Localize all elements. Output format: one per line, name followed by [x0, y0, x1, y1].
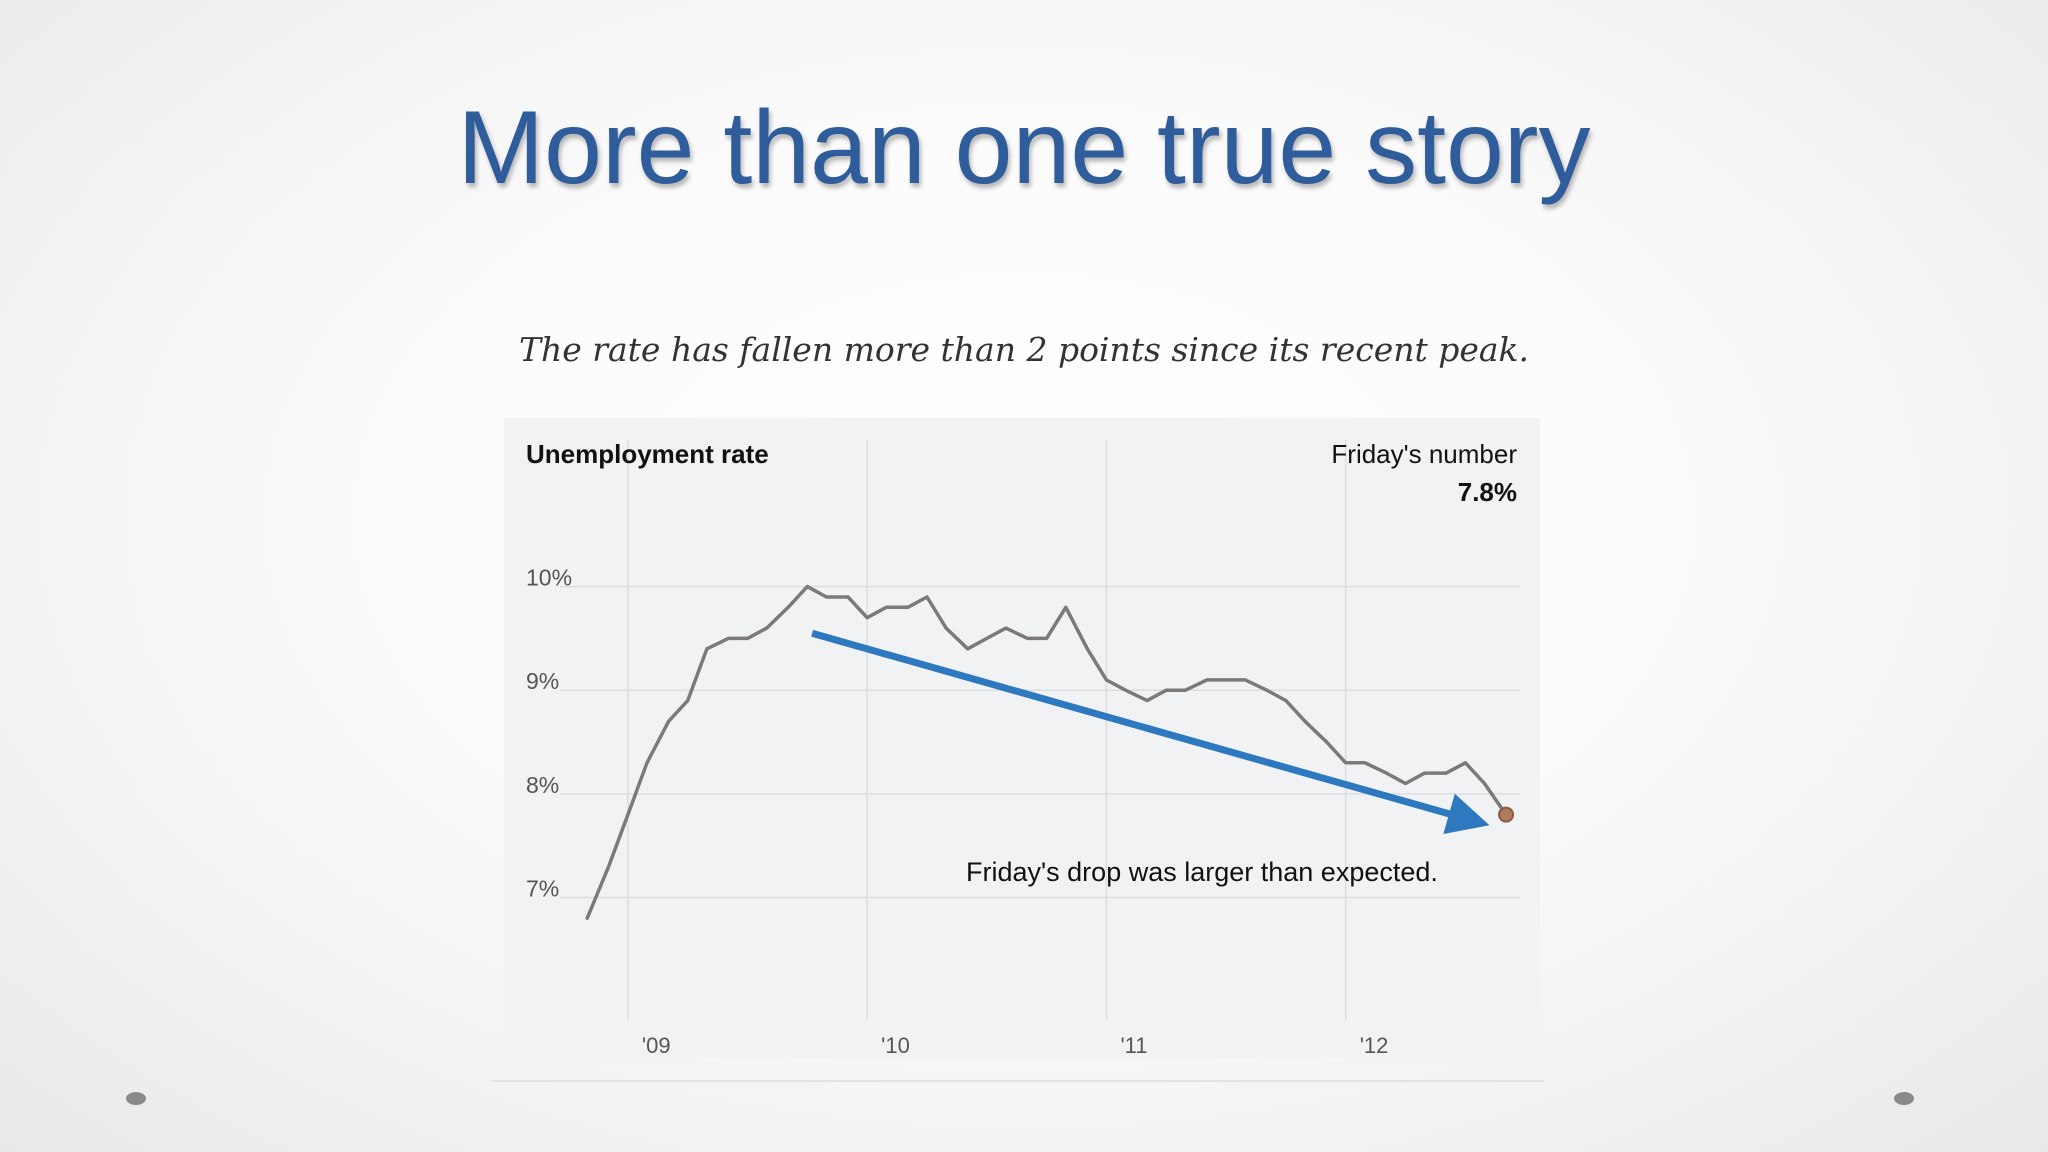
- unemployment-series-line: [585, 584, 1508, 920]
- trend-annotation: Friday's drop was larger than expected.: [966, 857, 1438, 887]
- panel-divider: [492, 1080, 1544, 1082]
- y-tick-label: 9%: [526, 668, 559, 694]
- y-tick-label: 8%: [526, 772, 559, 798]
- slide-bullet-right: [1894, 1092, 1914, 1105]
- slide-title: More than one true story: [457, 90, 1591, 206]
- callout-value: 7.8%: [1458, 477, 1517, 507]
- trend-arrow: [811, 629, 1490, 835]
- x-tick-label: '12: [1360, 1033, 1389, 1058]
- latest-value-point: [1498, 806, 1515, 823]
- chart-title: Unemployment rate: [526, 439, 769, 469]
- x-tick-label: '09: [642, 1033, 671, 1058]
- chart-panel: [504, 418, 1540, 1058]
- callout-label: Friday's number: [1331, 439, 1517, 469]
- y-tick-label: 10%: [526, 565, 572, 591]
- x-tick-label: '11: [1120, 1033, 1147, 1058]
- y-tick-label: 7%: [526, 875, 559, 901]
- chart-subtitle: The rate has fallen more than 2 points s…: [518, 330, 1530, 369]
- x-tick-label: '10: [881, 1033, 910, 1058]
- slide-bullet-left: [126, 1092, 146, 1105]
